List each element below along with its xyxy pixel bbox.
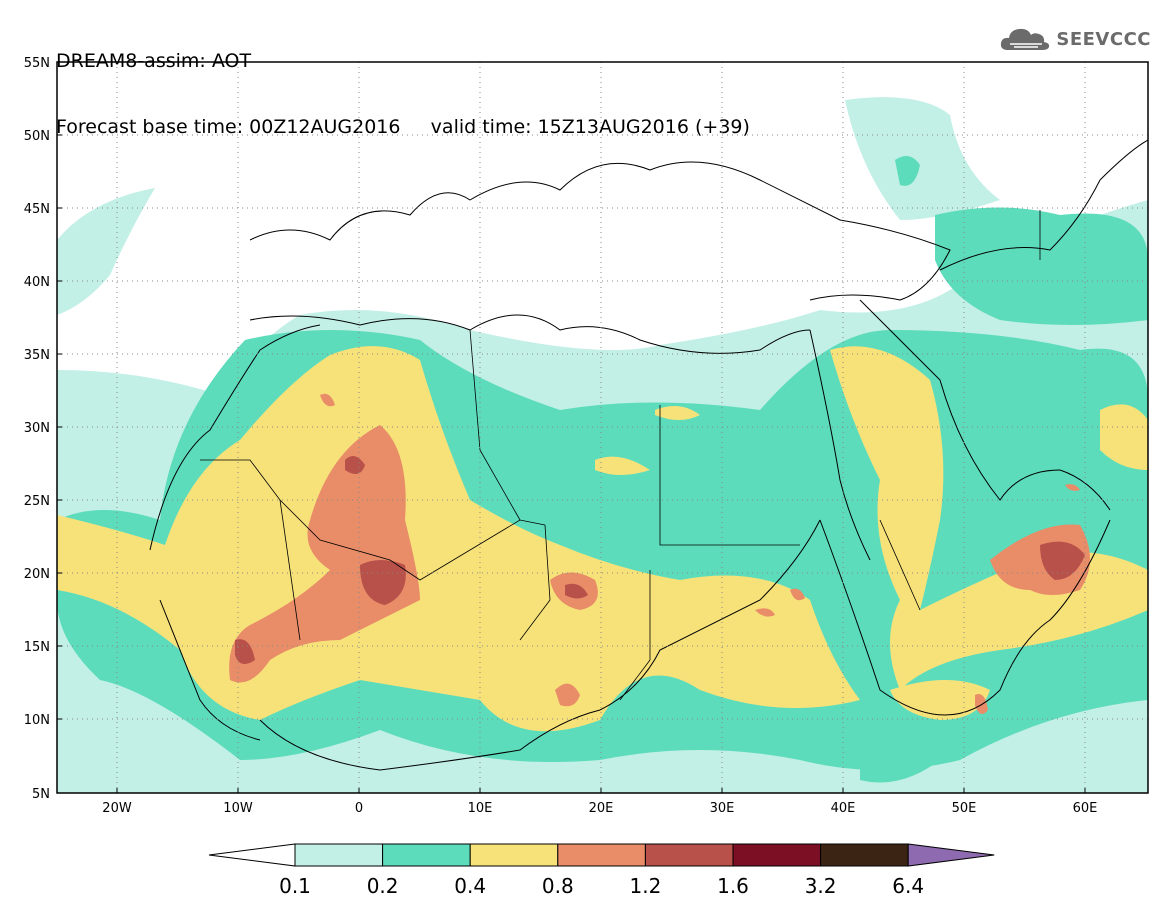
aot-level-1.2 [235, 456, 1085, 664]
lat-label: 20N [24, 567, 50, 582]
colorbar-label: 6.4 [892, 874, 924, 898]
colorbar-swatch [294, 843, 384, 867]
lat-label: 45N [24, 202, 50, 217]
colorbar: 0.1 0.2 0.4 0.8 1.2 1.6 3.2 6.4 [208, 843, 995, 898]
lat-label: 5N [32, 787, 50, 802]
colorbar-label: 1.2 [629, 874, 661, 898]
country-borders [200, 210, 1041, 701]
lat-label: 40N [24, 275, 50, 290]
latitude-labels: 55N 50N 45N 40N 35N 30N 25N 20N 15N 10N … [24, 56, 50, 802]
coastlines [149, 139, 1148, 771]
lon-label: 30E [710, 801, 735, 816]
lat-label: 35N [24, 348, 50, 363]
colorbar-swatch [557, 843, 646, 867]
colorbar-swatch [382, 843, 471, 867]
map-gridlines [57, 62, 1148, 793]
logo-text: SEEVCCC [1056, 28, 1151, 50]
lon-label: 10E [468, 801, 493, 816]
axis-ticks [57, 61, 1086, 794]
lat-label: 10N [24, 713, 50, 728]
colorbar-label: 0.1 [279, 874, 311, 898]
colorbar-swatch [820, 843, 909, 867]
aot-fields [57, 62, 1148, 793]
lon-label: 50E [952, 801, 977, 816]
lat-label: 30N [24, 421, 50, 436]
lon-label: 0 [355, 801, 363, 816]
colorbar-swatch [469, 843, 559, 867]
lat-label: 15N [24, 640, 50, 655]
colorbar-label: 0.8 [542, 874, 574, 898]
colorbar-label: 0.4 [454, 874, 486, 898]
colorbar-label: 1.6 [717, 874, 749, 898]
longitude-labels: 20W 10W 0 10E 20E 30E 40E 50E 60E [102, 801, 1097, 816]
colorbar-swatch [208, 843, 296, 867]
map-title: DREAM8-assim: AOT Forecast base time: 00… [56, 6, 750, 160]
lon-label: 20E [589, 801, 614, 816]
seevccc-logo: SEEVCCC [998, 24, 1151, 54]
lon-label: 10W [223, 801, 253, 816]
colorbar-swatch [907, 843, 995, 867]
title-line-1: DREAM8-assim: AOT [56, 50, 252, 72]
title-line-2: Forecast base time: 00Z12AUG2016 valid t… [56, 116, 750, 138]
colorbar-label: 0.2 [367, 874, 399, 898]
lon-label: 20W [102, 801, 132, 816]
colorbar-label: 3.2 [805, 874, 837, 898]
cloud-icon [1001, 28, 1050, 50]
lat-label: 55N [24, 56, 50, 71]
lon-label: 40E [831, 801, 856, 816]
lon-label: 60E [1073, 801, 1098, 816]
colorbar-swatch [732, 843, 822, 867]
colorbar-swatch [644, 843, 734, 867]
lat-label: 50N [24, 129, 50, 144]
lat-label: 25N [24, 494, 50, 509]
